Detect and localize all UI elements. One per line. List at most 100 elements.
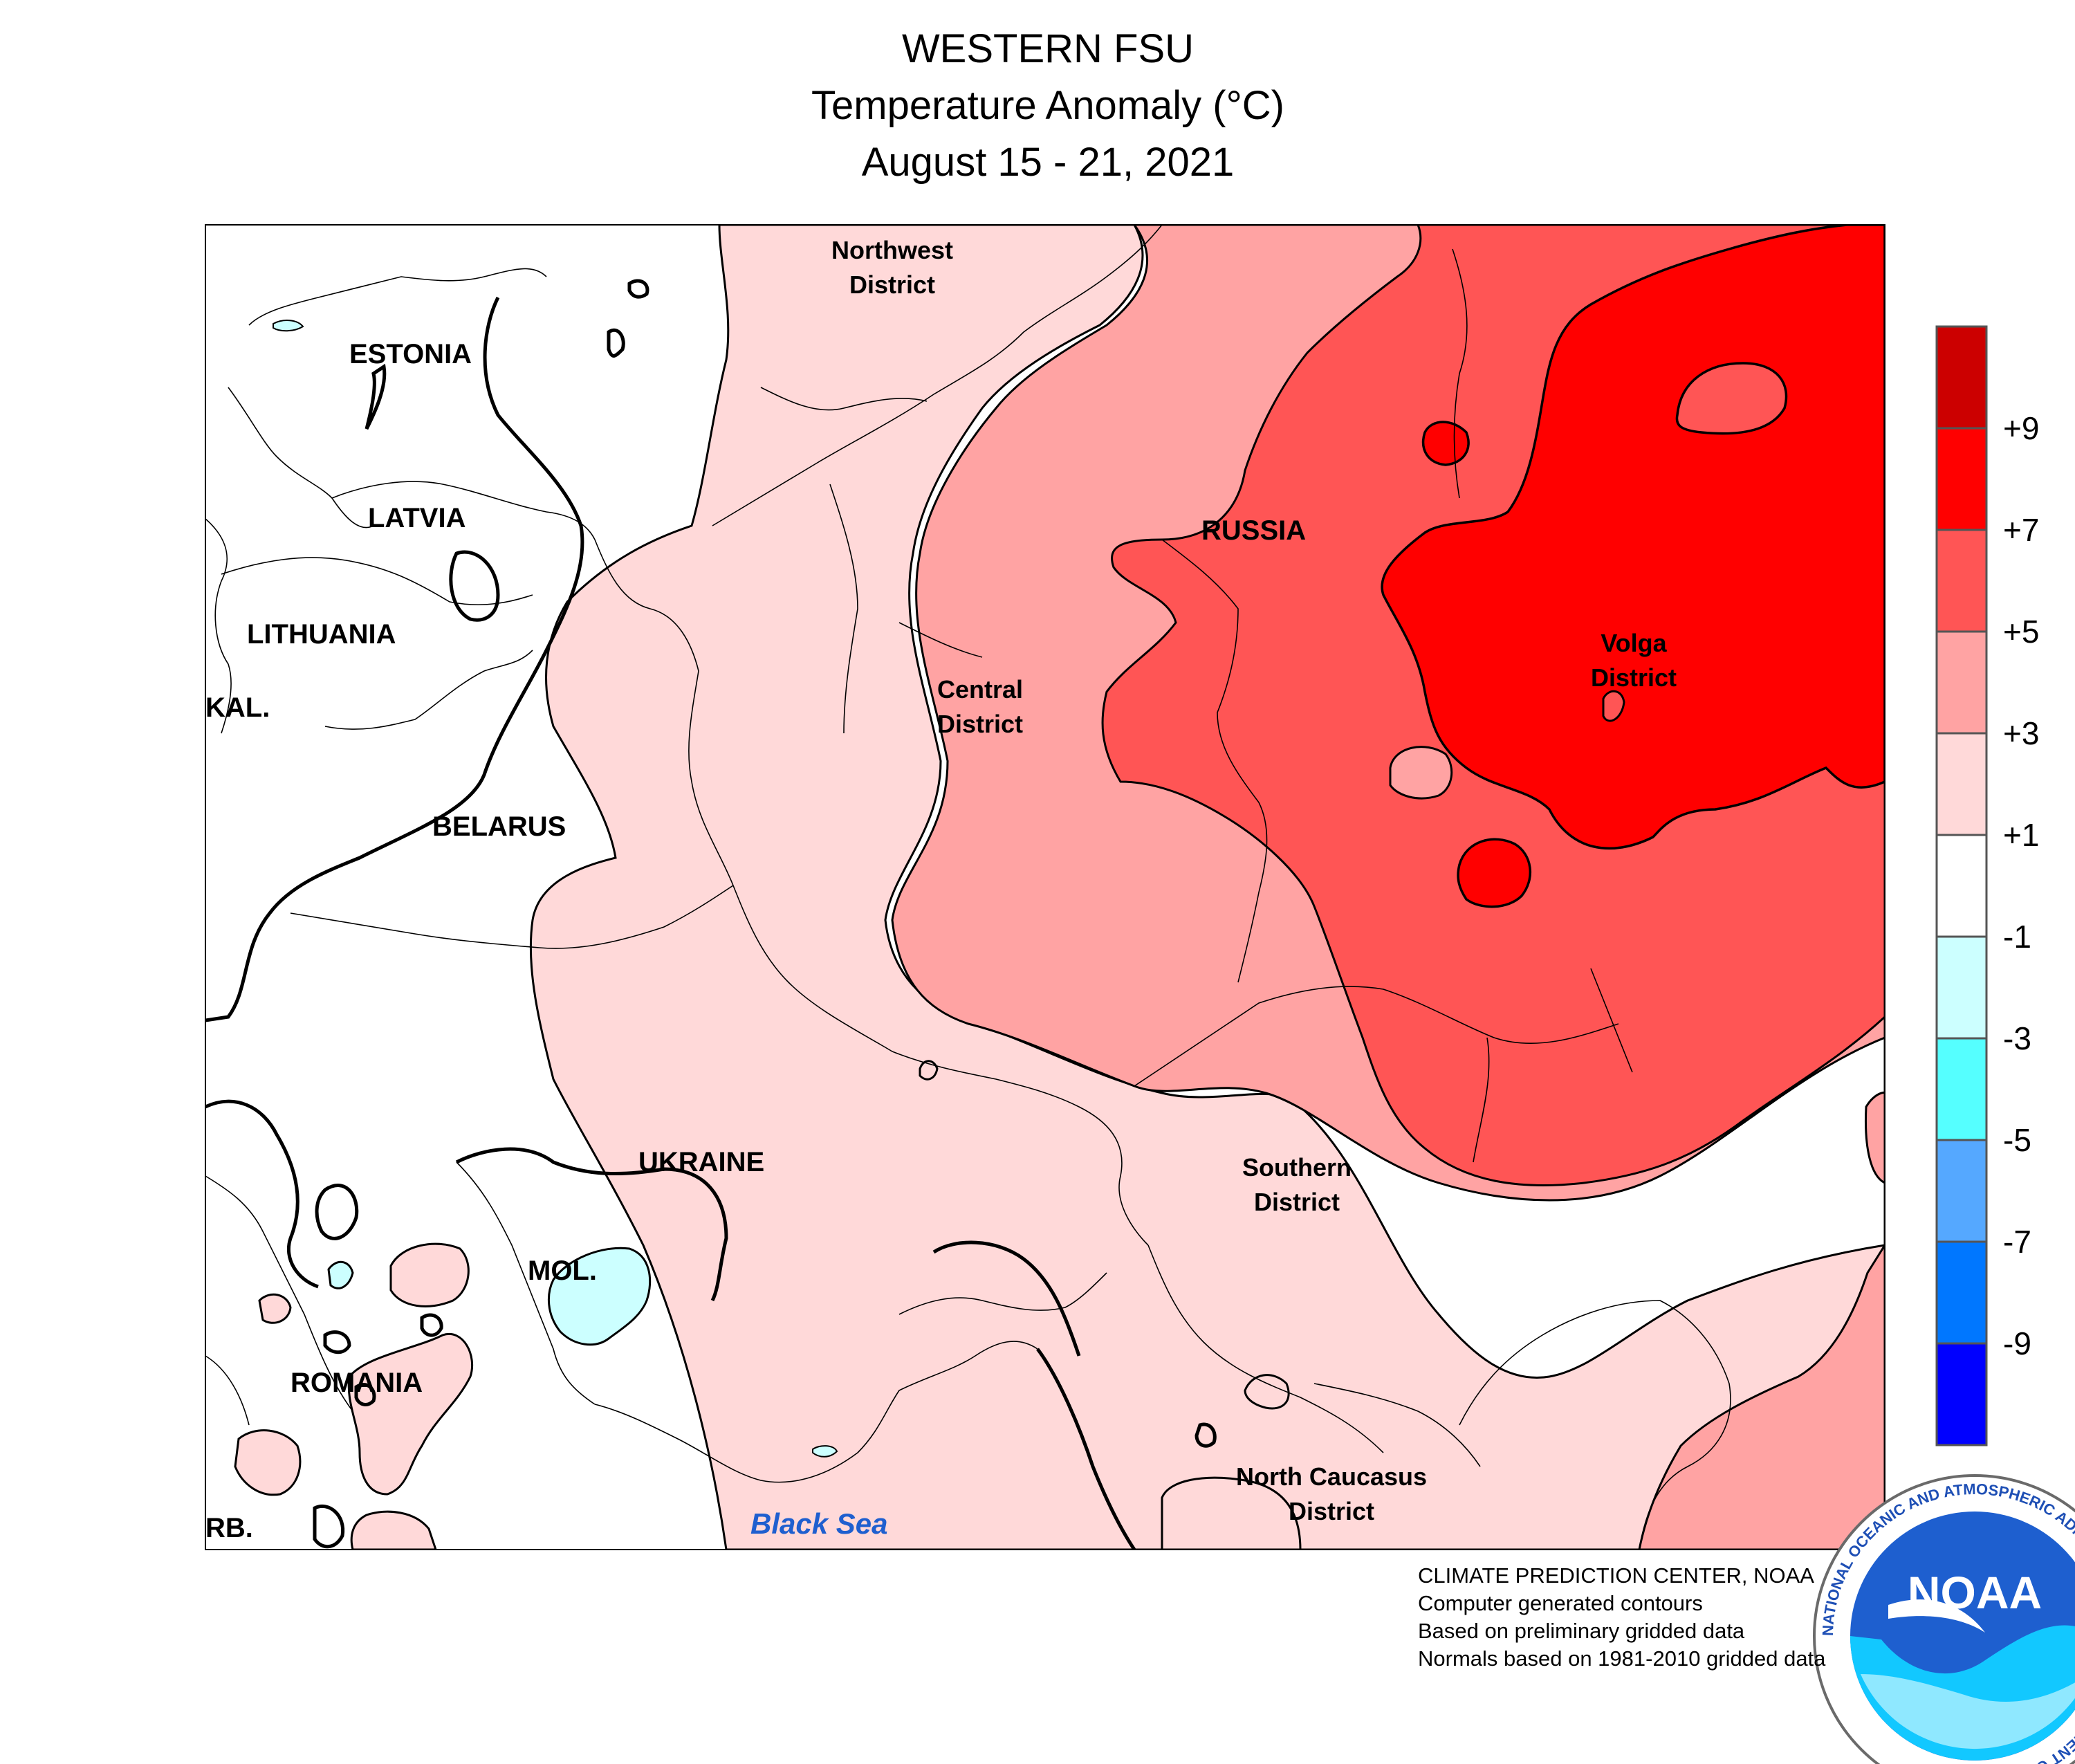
border-estonia-latvia (331, 481, 596, 540)
legend-tick-label: -7 (2003, 1224, 2031, 1260)
label-north-caucasus-line2: District (1289, 1497, 1374, 1525)
anomaly-patch-neg1-neg3-blacksea (812, 1445, 838, 1458)
legend-swatch (1935, 935, 1988, 1040)
logo-text: NOAA (1908, 1567, 2042, 1618)
label-moldova: MOL. (528, 1256, 597, 1286)
contour-ukraine-loop (455, 1147, 728, 1302)
zero-contours (205, 279, 1217, 1550)
coast-caspian (1459, 1300, 1731, 1550)
legend-tick-label: -9 (2003, 1325, 2031, 1361)
credits-line-4: Normals based on 1981-2010 gridded data (1418, 1646, 1826, 1671)
anomaly-patch-1-3-romania-5 (350, 1510, 437, 1550)
contour-crimea (1035, 1348, 1136, 1550)
label-central-district-line2: District (937, 710, 1023, 738)
contour-romania-1 (315, 1184, 359, 1240)
contour-lake-latvia (449, 550, 500, 622)
label-southern-district-line2: District (1254, 1188, 1340, 1216)
label-belarus: BELARUS (432, 811, 566, 842)
logo-wave-light-icon (1861, 1674, 2075, 1749)
border-lithuania-belarus (324, 650, 533, 730)
label-southern-district-line1: Southern (1242, 1153, 1352, 1182)
map-subtitle: Temperature Anomaly (°C) (811, 83, 1284, 128)
anomaly-patch-1-3-romania-2 (347, 1332, 474, 1496)
anomaly-patch-1-3-romania-1 (389, 1242, 470, 1307)
legend-swatch (1935, 630, 1988, 735)
label-northwest-district-line1: Northwest (831, 236, 953, 264)
map-frame (205, 224, 1885, 1550)
border-district-nw-central (712, 225, 1163, 526)
anomaly-hole-5-7-north (1675, 362, 1788, 435)
border-internal-2 (1452, 248, 1633, 1163)
coast-black-sea (594, 1244, 1384, 1483)
contour-baltic (205, 296, 584, 1022)
border-district-north-caucasus (1313, 1383, 1481, 1467)
anomaly-hole-5-7-volga (1602, 690, 1625, 722)
legend-tick-label: +1 (2003, 817, 2039, 853)
contour-loop-ne-1 (607, 329, 625, 358)
legend-swatch (1935, 427, 1988, 531)
label-volga-district-line2: District (1591, 663, 1677, 692)
label-lithuania: LITHUANIA (247, 619, 396, 650)
legend-tick-label: -5 (2003, 1122, 2031, 1158)
legend-swatch (1935, 732, 1988, 836)
label-ukraine: UKRAINE (638, 1147, 764, 1177)
noaa-logo: NOAA NATIONAL OCEANIC AND ATMOSPHERIC AD… (1813, 1474, 2075, 1764)
legend-tick-label: -3 (2003, 1020, 2031, 1056)
legend-swatch (1935, 834, 1988, 938)
anomaly-patch-neg1-neg3-moldova (547, 1247, 652, 1346)
logo-gull-icon (1888, 1599, 1985, 1633)
title-block: WESTERN FSU Temperature Anomaly (°C) Aug… (0, 21, 2075, 191)
contour-ukraine-west (205, 1099, 319, 1289)
label-black-sea: Black Sea (750, 1507, 887, 1540)
label-russia: RUSSIA (1201, 515, 1306, 546)
anomaly-patch-1-3-romania-3 (234, 1429, 302, 1496)
label-estonia: ESTONIA (349, 339, 472, 369)
anomaly-hole-3-5 (1389, 746, 1453, 800)
border-ukraine-russia (732, 885, 1149, 1246)
district-labels: Northwest District Central District Volg… (831, 236, 1677, 1525)
legend-swatch (1935, 1037, 1988, 1141)
contour-romania-4 (354, 1383, 376, 1406)
legend-tick-label: +3 (2003, 715, 2039, 751)
color-legend: +9 +7 +5 +3 +1 -1 -3 -5 -7 -9 (1935, 325, 2039, 1446)
contour-estonia-island (365, 363, 387, 430)
anomaly-fields (205, 225, 1885, 1550)
border-russia-west (594, 539, 734, 886)
label-latvia: LATVIA (368, 503, 465, 533)
border-latvia-lithuania (221, 557, 533, 605)
legend-tick-label: +9 (2003, 410, 2039, 446)
contour-azov (932, 1240, 1081, 1357)
border-moldova (456, 1161, 596, 1405)
country-labels: ESTONIA LATVIA LITHUANIA KAL. BELARUS UK… (205, 339, 1306, 1543)
anomaly-patch-1-3-romania-4 (258, 1293, 292, 1324)
credits-line-2: Computer generated contours (1418, 1591, 1703, 1615)
contour-loop-ne-2 (627, 279, 649, 299)
border-romania (205, 1175, 353, 1426)
label-north-caucasus-line1: North Caucasus (1236, 1462, 1427, 1491)
label-kaliningrad: KAL. (205, 692, 270, 723)
border-internal-1 (760, 387, 983, 734)
border-belarus-ukraine (290, 885, 734, 949)
credits-block: CLIMATE PREDICTION CENTER, NOAA Computer… (1418, 1562, 1825, 1673)
contour-romania-3 (323, 1330, 351, 1354)
border-district-central-volga (1161, 539, 1268, 983)
legend-swatch (1935, 529, 1988, 633)
legend-swatch (1935, 1240, 1988, 1345)
credits-line-1: CLIMATE PREDICTION CENTER, NOAA (1418, 1563, 1814, 1588)
anomaly-region-1-3 (529, 225, 1885, 1550)
anomaly-patch-1-3-caucasus (1161, 1476, 1302, 1550)
credits-line-3: Based on preliminary gridded data (1418, 1619, 1745, 1643)
legend-swatch (1935, 1139, 1988, 1243)
contour-caucasus-loop (1195, 1422, 1217, 1448)
legend-tick-label: +5 (2003, 614, 2039, 650)
label-volga-district-line1: Volga (1601, 629, 1667, 657)
boundaries (205, 225, 1731, 1550)
anomaly-patch-neg1-neg3-romania (327, 1260, 354, 1289)
border-district-southern (1134, 986, 1619, 1087)
coast-azov (898, 1272, 1107, 1315)
label-northwest-district-line2: District (849, 270, 935, 299)
legend-tick-label: -1 (2003, 919, 2031, 955)
label-serbia: RB. (205, 1513, 253, 1543)
anomaly-patch-1-3-caucasus-2 (1244, 1374, 1290, 1410)
map-date-range: August 15 - 21, 2021 (861, 140, 1235, 185)
